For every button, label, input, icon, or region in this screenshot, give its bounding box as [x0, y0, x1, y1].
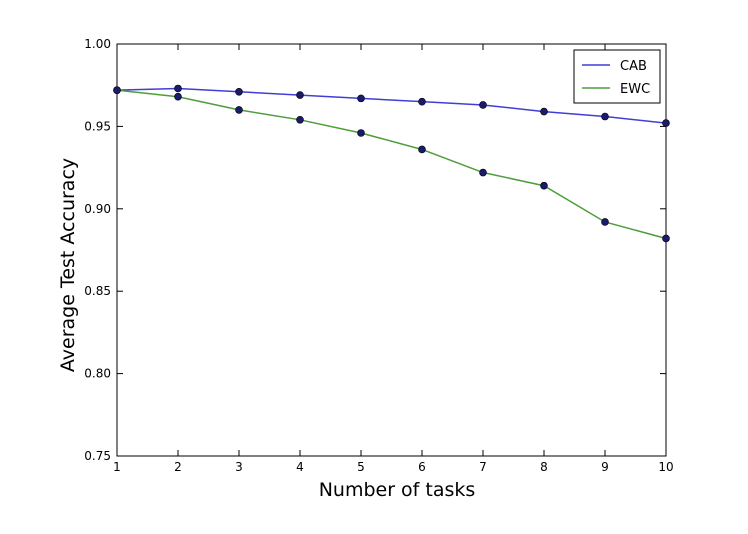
x-tick-label: 10: [658, 460, 673, 474]
series-line-cab: [116, 87, 667, 124]
x-tick-label: 4: [296, 460, 304, 474]
data-point-cab: [174, 84, 182, 93]
data-point-ewc: [418, 145, 426, 154]
y-tick-label: 0.85: [84, 284, 111, 298]
data-point-cab: [662, 119, 670, 127]
legend-ewc-label: EWC: [620, 82, 650, 97]
x-tick-label: 7: [479, 460, 487, 474]
data-point-cab: [357, 94, 365, 103]
data-point-ewc: [296, 116, 304, 124]
data-point-ewc: [540, 181, 548, 190]
axis-ticks: 1 2 3 4 5 6 7 8 9 10 0.75 0.80 0.85 0.90 0.95 1.00: [84, 37, 673, 474]
data-point-cab: [479, 101, 487, 109]
data-point-cab: [418, 97, 426, 106]
data-point-ewc: [235, 106, 243, 114]
data-point-cab: [296, 91, 304, 99]
y-tick-label: 1.00: [84, 37, 111, 51]
y-axis-title: Average Test Accuracy: [57, 158, 79, 372]
data-point-cab: [601, 112, 609, 121]
data-point-cab: [235, 87, 243, 96]
x-axis-title: Number of tasks: [319, 479, 476, 501]
data-point-cab: [540, 107, 548, 116]
x-tick-label: 2: [174, 460, 182, 474]
data-point-ewc: [601, 218, 609, 226]
series-points: [113, 84, 670, 243]
data-point-ewc: [174, 92, 182, 101]
legend: CAB EWC: [573, 49, 661, 104]
y-tick-label: 0.80: [84, 367, 111, 381]
y-tick-label: 0.75: [84, 449, 111, 463]
series-line-ewc: [116, 89, 667, 240]
data-point-ewc: [113, 86, 121, 94]
y-tick-label: 0.95: [84, 119, 111, 133]
x-tick-label: 6: [418, 460, 426, 474]
series-lines: [116, 87, 667, 240]
y-tick-label: 0.90: [84, 202, 111, 216]
x-tick-label: 9: [601, 460, 609, 474]
legend-cab-label: CAB: [620, 59, 647, 74]
data-point-ewc: [357, 129, 365, 137]
legend-box: [573, 49, 661, 104]
x-tick-label: 5: [357, 460, 365, 474]
plot-area: [116, 43, 667, 457]
x-tick-label: 1: [113, 460, 121, 474]
data-point-ewc: [662, 234, 670, 243]
x-tick-label: 3: [235, 460, 243, 474]
data-point-ewc: [479, 168, 487, 177]
x-tick-label: 8: [540, 460, 548, 474]
